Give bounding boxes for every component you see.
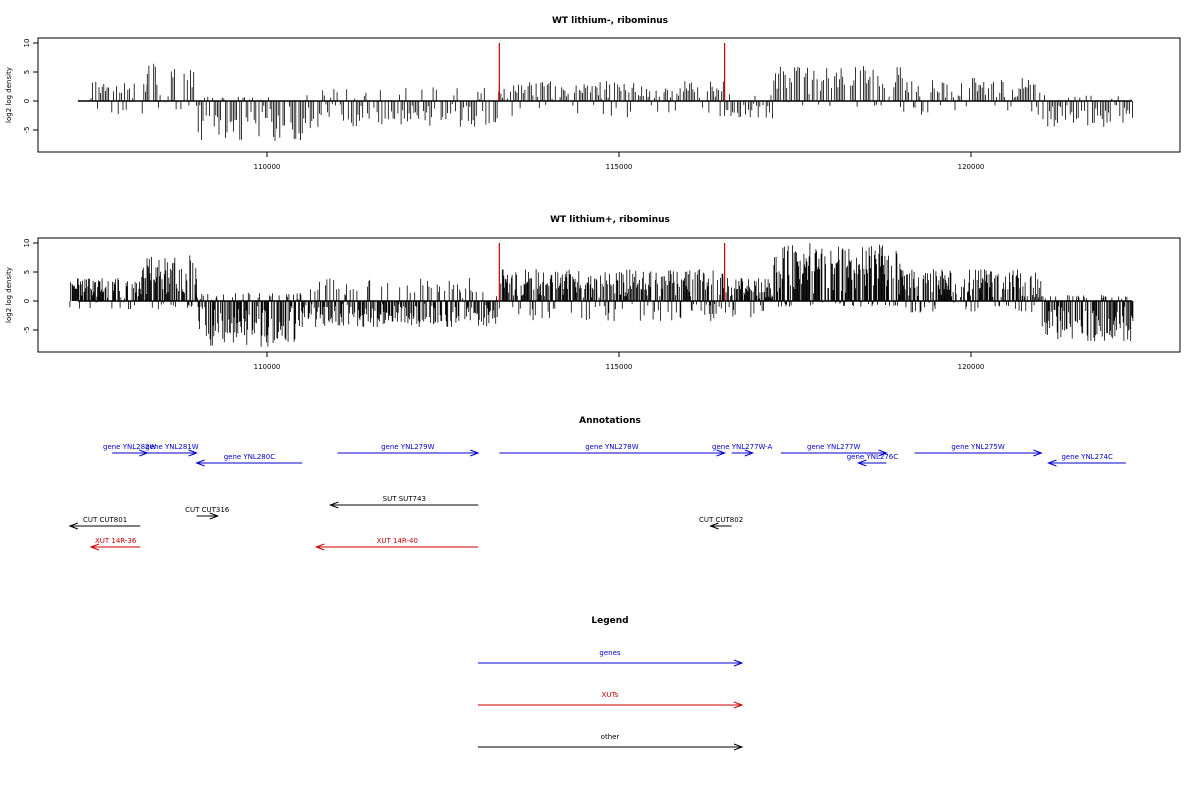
- y-tick-label: 5: [23, 270, 31, 274]
- feature-arrowhead: [856, 459, 867, 467]
- y-axis-label: log2 log density: [5, 67, 13, 123]
- peak-markers: [498, 43, 726, 101]
- annotation-feature: gene YNL278W: [499, 443, 727, 457]
- feature-label: gene YNL279W: [381, 443, 434, 451]
- x-tick-label: 110000: [254, 363, 281, 371]
- annotation-feature: CUT CUT801: [68, 516, 141, 530]
- plot-frame: [37, 237, 1181, 353]
- x-tick-label: 115000: [606, 363, 633, 371]
- feature-label: CUT CUT801: [83, 516, 127, 524]
- annotation-feature: gene YNL277W-A: [712, 443, 773, 457]
- annotation-feature: SUT SUT743: [328, 495, 479, 509]
- legend-arrowhead: [733, 701, 744, 709]
- y-tick-label: -5: [23, 127, 31, 134]
- y-tick-label: 0: [23, 299, 31, 303]
- feature-label: gene YNL274C: [1061, 453, 1112, 461]
- feature-label: CUT CUT316: [185, 506, 230, 514]
- feature-arrowhead: [470, 449, 480, 457]
- legend: Legend genes XUTs other: [478, 616, 744, 751]
- x-tick-label: 115000: [606, 163, 633, 171]
- panel-title: WT lithium+, ribominus: [550, 215, 670, 225]
- y-tick-label: -5: [23, 327, 31, 334]
- feature-arrowhead: [188, 449, 199, 457]
- legend-label: other: [601, 733, 620, 741]
- x-axis: 110000 115000 120000: [254, 352, 985, 371]
- y-axis: -5 0 5 10: [23, 239, 38, 334]
- x-tick-label: 120000: [958, 363, 985, 371]
- annotation-feature: gene YNL276C: [847, 453, 898, 467]
- panel-lithium-plus: WT lithium+, ribominus log2 log density …: [5, 215, 1181, 371]
- feature-label: XUT 14R-36: [95, 537, 137, 545]
- annotation-feature: CUT CUT802: [699, 516, 743, 530]
- density-bars: [90, 63, 1133, 141]
- annotation-feature: XUT 14R-36: [89, 537, 141, 551]
- annotation-feature: gene YNL280C: [195, 453, 303, 467]
- x-tick-label: 110000: [254, 163, 281, 171]
- legend-items: genes XUTs other: [478, 649, 744, 751]
- legend-arrowhead: [733, 743, 744, 751]
- y-axis: -5 0 5 10: [23, 39, 38, 134]
- feature-arrowhead: [1047, 459, 1057, 467]
- x-axis: 110000 115000 120000: [254, 152, 985, 171]
- annotations-title: Annotations: [579, 416, 641, 426]
- panel-title: WT lithium-, ribominus: [552, 16, 668, 26]
- panel-lithium-minus: WT lithium-, ribominus log2 log density …: [5, 16, 1181, 171]
- peak-markers: [498, 243, 726, 301]
- legend-arrowhead: [733, 659, 744, 667]
- annotation-feature: gene YNL274C: [1047, 453, 1126, 467]
- feature-label: XUT 14R-40: [377, 537, 418, 545]
- feature-arrowhead: [68, 522, 79, 530]
- feature-arrowhead: [1033, 449, 1043, 457]
- y-tick-label: 5: [23, 70, 31, 74]
- feature-arrowhead: [314, 543, 325, 551]
- feature-arrowhead: [716, 449, 727, 457]
- feature-label: SUT SUT743: [383, 495, 426, 503]
- plot-frame: [37, 37, 1181, 153]
- legend-title: Legend: [591, 616, 628, 626]
- feature-label: gene YNL277W: [807, 443, 860, 451]
- annotation-feature: gene YNL277W: [780, 443, 888, 457]
- annotation-feature: XUT 14R-40: [314, 537, 479, 551]
- feature-arrowhead: [744, 449, 755, 457]
- legend-item: other: [478, 733, 744, 751]
- feature-arrowhead: [195, 459, 205, 467]
- y-tick-label: 10: [23, 39, 31, 48]
- legend-item: genes: [478, 649, 744, 667]
- legend-label: XUTs: [602, 691, 619, 699]
- feature-label: gene YNL277W-A: [712, 443, 773, 451]
- legend-label: genes: [599, 649, 620, 657]
- annotation-feature: gene YNL279W: [337, 443, 480, 457]
- annotation-feature: CUT CUT316: [185, 506, 230, 520]
- density-bars: [69, 243, 1134, 347]
- feature-arrowhead: [709, 522, 719, 530]
- feature-label: gene YNL281W: [145, 443, 198, 451]
- legend-item: XUTs: [478, 691, 744, 709]
- y-axis-label: log2 log density: [5, 267, 13, 323]
- feature-arrowhead: [89, 543, 100, 551]
- feature-label: gene YNL280C: [224, 453, 275, 461]
- feature-label: gene YNL278W: [585, 443, 638, 451]
- x-tick-label: 120000: [958, 163, 985, 171]
- feature-label: gene YNL275W: [951, 443, 1004, 451]
- feature-arrowhead: [209, 512, 220, 520]
- annotation-feature: gene YNL281W: [145, 443, 199, 457]
- annotation-feature: gene YNL275W: [914, 443, 1043, 457]
- y-tick-label: 10: [23, 239, 31, 248]
- feature-label: gene YNL276C: [847, 453, 898, 461]
- feature-label: gene YNL282W: [103, 443, 156, 451]
- y-tick-label: 0: [23, 99, 31, 103]
- feature-arrowhead: [878, 449, 888, 457]
- feature-arrowhead: [328, 501, 339, 509]
- feature-label: CUT CUT802: [699, 516, 743, 524]
